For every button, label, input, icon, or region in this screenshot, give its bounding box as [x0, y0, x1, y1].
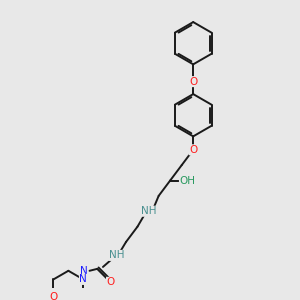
Text: NH: NH — [141, 206, 157, 216]
Text: OH: OH — [179, 176, 195, 185]
Text: NH: NH — [109, 250, 124, 260]
Text: O: O — [189, 76, 197, 87]
Text: O: O — [189, 145, 197, 155]
Text: O: O — [49, 292, 58, 300]
Text: O: O — [106, 277, 115, 287]
Text: N: N — [80, 274, 87, 284]
Text: N: N — [80, 266, 88, 276]
